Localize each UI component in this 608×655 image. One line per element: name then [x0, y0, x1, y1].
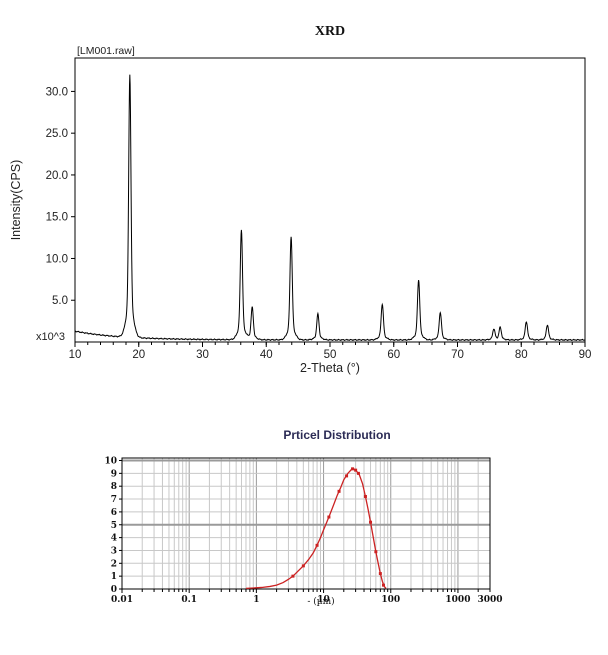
xrd-y-scale-note: x10^3 — [36, 331, 66, 343]
particle-series-marker — [351, 467, 355, 471]
svg-text:3000: 3000 — [477, 595, 502, 605]
particle-series-marker — [354, 468, 358, 472]
xrd-x-axis-label: 2-Theta (°) — [300, 361, 360, 375]
svg-text:6: 6 — [111, 508, 117, 518]
svg-text:10: 10 — [317, 595, 330, 605]
svg-text:15.0: 15.0 — [46, 212, 68, 224]
particle-series-marker — [315, 543, 319, 547]
svg-text:10: 10 — [104, 457, 117, 467]
xrd-plot: 10 20 30 40 50 60 70 80 90 5.0 10.0 15.0 20.0 25.0 30.… — [46, 57, 592, 361]
svg-text:80: 80 — [515, 349, 528, 361]
particle-series-marker — [301, 564, 305, 568]
svg-text:9: 9 — [111, 469, 117, 479]
particle-series-marker — [378, 572, 382, 576]
particle-plot: 0.01 0.1 1 10 100 1000 3000 0 1 2 3 4 5 6 7 8 9 10 — [104, 457, 502, 606]
svg-text:40: 40 — [260, 349, 273, 361]
particle-series-marker — [345, 474, 349, 478]
svg-text:10: 10 — [69, 349, 82, 361]
svg-text:0.01: 0.01 — [111, 595, 133, 605]
xrd-y-axis-label: Intensity(CPS) — [9, 159, 23, 241]
particle-series-marker — [327, 515, 331, 519]
particle-series-line — [245, 468, 387, 590]
svg-text:60: 60 — [387, 349, 400, 361]
svg-text:30.0: 30.0 — [46, 86, 68, 98]
particle-series-marker — [382, 583, 386, 587]
particle-series-marker — [363, 494, 367, 498]
particle-series-marker — [356, 471, 360, 475]
particle-series-marker — [374, 550, 378, 554]
svg-text:10.0: 10.0 — [46, 253, 68, 265]
svg-text:3: 3 — [111, 546, 117, 556]
svg-text:25.0: 25.0 — [46, 128, 68, 140]
svg-text:4: 4 — [111, 534, 117, 544]
svg-text:20.0: 20.0 — [46, 170, 68, 182]
svg-text:7: 7 — [111, 495, 117, 505]
particle-chart-title: Prticel Distribution — [283, 428, 391, 442]
svg-text:1: 1 — [111, 572, 117, 582]
svg-text:5.0: 5.0 — [52, 295, 68, 307]
xrd-dataset-label: [LM001.raw] — [77, 45, 135, 57]
svg-text:100: 100 — [381, 595, 400, 605]
particle-series-marker — [291, 574, 295, 578]
svg-text:20: 20 — [132, 349, 145, 361]
svg-text:1: 1 — [253, 595, 259, 605]
xrd-series-line — [74, 74, 586, 342]
particle-series-marker — [337, 489, 341, 493]
svg-text:70: 70 — [451, 349, 464, 361]
svg-text:50: 50 — [324, 349, 337, 361]
particle-x-axis-label: - (µm) — [307, 597, 335, 607]
svg-text:0.1: 0.1 — [181, 595, 197, 605]
svg-text:2: 2 — [111, 559, 117, 569]
svg-text:5: 5 — [111, 521, 117, 531]
particle-series-marker — [369, 520, 373, 524]
svg-text:90: 90 — [579, 349, 592, 361]
xrd-chart-title: XRD — [314, 24, 346, 39]
svg-text:30: 30 — [196, 349, 209, 361]
svg-text:0: 0 — [111, 585, 117, 595]
svg-text:8: 8 — [111, 482, 117, 492]
svg-text:1000: 1000 — [445, 595, 470, 605]
